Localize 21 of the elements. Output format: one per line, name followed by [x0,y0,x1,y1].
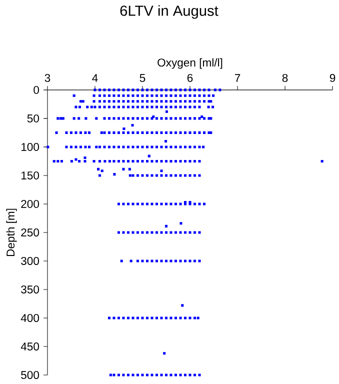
x-axis-title: Oxygen [ml/l] [157,58,222,69]
x-tick-label: 3 [44,74,50,82]
y-tick-label: 500 [20,371,39,379]
y-tick-label: 200 [20,200,39,208]
y-axis-title: Depth [m] [6,208,17,256]
x-tick-label: 7 [234,74,240,82]
y-tick-label: 100 [21,142,39,151]
x-tick-label: 4 [92,74,98,82]
y-tick-label: 50 [27,114,39,122]
y-tick-label: 400 [20,314,39,322]
chart-title: 6LTV in August [120,5,218,19]
y-tick-label: 350 [20,285,39,294]
x-tick-label: 9 [330,74,335,82]
y-tick-label: 450 [20,342,39,350]
x-tick-label: 5 [140,74,145,82]
y-tick-label: 150 [21,171,39,180]
y-tick-label: 300 [20,256,39,265]
x-tick-label: 6 [187,74,192,82]
x-tick-label: 8 [282,74,288,82]
y-tick-label: 0 [33,86,39,94]
y-tick-label: 250 [20,228,39,236]
